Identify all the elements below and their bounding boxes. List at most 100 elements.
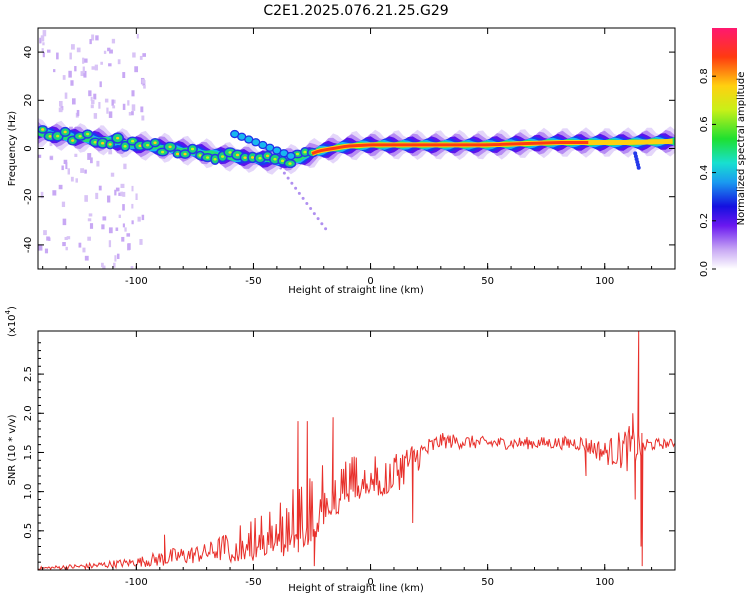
- spectrogram-blob-core: [63, 130, 67, 134]
- spectrogram-noise-speck: [61, 165, 64, 171]
- spectrogram-noise-speck: [107, 47, 111, 52]
- spectrogram-plot-area: [38, 30, 675, 269]
- spectrogram-noise-speck: [140, 106, 144, 113]
- spectrogram-blob-core: [258, 156, 262, 160]
- spectrogram-noise-speck: [53, 69, 56, 73]
- spectrogram-y-axis-label: Frequency (Hz): [7, 111, 18, 187]
- spectrogram-tail-dot: [312, 212, 316, 216]
- spectrogram-noise-speck: [137, 216, 141, 222]
- spectrogram-noise-speck: [87, 218, 92, 222]
- spectrogram-noise-speck: [131, 111, 134, 116]
- spectrogram-x-axis-label: Height of straight line (km): [288, 285, 424, 296]
- spectrogram-noise-speck: [70, 80, 74, 86]
- snr-y-tick-label: 1.0: [23, 484, 34, 500]
- spectrogram-blob-core: [288, 162, 292, 165]
- spectrogram-noise-speck: [49, 142, 53, 147]
- spectrogram-noise-speck: [102, 216, 107, 221]
- spectrogram-noise-speck: [139, 239, 143, 245]
- spectrogram-noise-speck: [141, 79, 145, 84]
- spectrogram-noise-speck: [106, 107, 109, 114]
- spectrogram-noise-speck: [78, 242, 82, 248]
- spectrogram-noise-speck: [100, 61, 103, 65]
- spectrogram-noise-speck: [46, 236, 50, 241]
- spectrogram-noise-speck: [101, 262, 104, 268]
- spectrogram-noise-speck: [91, 66, 95, 70]
- colorbar-tick-label: 0.0: [699, 261, 710, 277]
- snr-y-tick-label: 2.0: [23, 405, 34, 421]
- spectrogram-noise-speck: [112, 99, 116, 104]
- spectrogram-blob-core: [71, 139, 75, 142]
- spectrogram-noise-speck: [69, 52, 72, 60]
- snr-y-tick-label: 1.5: [23, 445, 34, 461]
- spectrogram-noise-speck: [42, 42, 45, 46]
- spectrogram-noise-speck: [82, 66, 85, 74]
- colorbar-tick-label: 0.4: [699, 165, 710, 181]
- spectrogram-noise-speck: [40, 35, 45, 42]
- spectrogram-noise-speck: [94, 64, 98, 71]
- spectrogram-y-tick-label: 40: [23, 46, 34, 59]
- spectrogram-noise-speck: [95, 35, 99, 41]
- spectrogram-noise-speck: [87, 153, 92, 160]
- spectrogram-blob-core: [235, 153, 240, 157]
- spectrogram-noise-speck: [88, 90, 92, 97]
- spectrogram-x-tick-label: -50: [245, 276, 261, 287]
- colorbar-label: Normalized spectral amplitude: [736, 72, 747, 226]
- spectrogram-noise-speck: [108, 111, 113, 118]
- spectrogram-tail-dot: [286, 176, 290, 180]
- snr-plot-area: [38, 331, 675, 570]
- spectrogram-noise-speck: [112, 105, 116, 109]
- spectrogram-tail-dot: [309, 207, 313, 211]
- spectrogram-tail-dot: [324, 227, 328, 231]
- spectrogram-noise-speck: [111, 38, 116, 44]
- spectrogram-noise-speck: [68, 70, 72, 78]
- spectrogram-noise-speck: [127, 100, 130, 106]
- snr-x-tick-label: 100: [595, 577, 614, 588]
- spectrogram-blob-core: [213, 157, 217, 161]
- spectrogram-tail-dot: [301, 196, 305, 200]
- spectrogram-blob-core: [228, 151, 232, 154]
- spectrogram-noise-speck: [109, 49, 113, 54]
- spectrogram-noise-speck: [107, 195, 111, 203]
- spectrogram-blob-core: [303, 150, 307, 154]
- spectrogram-noise-speck: [62, 75, 66, 80]
- spectrogram-noise-speck: [90, 104, 94, 109]
- spectrogram-noise-speck: [70, 176, 74, 182]
- spectrogram-blob-core: [198, 154, 202, 157]
- spectrogram-noise-speck: [124, 227, 127, 232]
- spectrogram-noise-speck: [89, 223, 94, 229]
- spectrogram-noise-speck: [121, 236, 125, 242]
- spectrogram-noise-speck: [70, 44, 75, 50]
- spectrogram-noise-speck: [58, 107, 63, 113]
- spectrogram-noise-speck: [38, 154, 42, 158]
- figure-title: C2E1.2025.076.21.25.G29: [263, 3, 448, 19]
- spectrogram-noise-speck: [83, 58, 88, 63]
- spectrogram-noise-speck: [66, 236, 71, 240]
- spectrogram-noise-speck: [108, 63, 112, 67]
- spectrogram-tail-dot: [290, 181, 294, 185]
- spectrogram-noise-speck: [131, 90, 135, 97]
- spectrogram-noise-speck: [98, 101, 101, 109]
- spectrogram-blob-core: [116, 136, 120, 140]
- spectrogram-noise-speck: [69, 126, 73, 131]
- snr-y-axis-label: SNR (10 * v/v): [7, 414, 18, 485]
- spectrogram-noise-speck: [71, 98, 76, 105]
- snr-y-scale-base: (x10: [7, 314, 18, 337]
- spectrogram-noise-speck: [136, 33, 139, 39]
- spectrogram-noise-speck: [64, 236, 68, 240]
- spectrogram-noise-speck: [122, 223, 125, 228]
- spectrogram-noise-speck: [143, 84, 146, 89]
- spectrogram-blob-core: [243, 156, 247, 159]
- spectrogram-x-tick-label: 100: [595, 276, 614, 287]
- spectrogram-noise-speck: [44, 248, 49, 254]
- spectrogram-noise-speck: [108, 227, 113, 234]
- colorbar: 0.0 0.2 0.4 0.6 0.8 Normalized spectral ampl…: [699, 28, 747, 277]
- spectrogram-noise-speck: [120, 191, 123, 197]
- spectrogram-noise-speck: [76, 109, 80, 116]
- snr-x-tick-label: 50: [481, 577, 494, 588]
- spectrogram-x-tick-label: 50: [481, 276, 494, 287]
- spectrogram-noise-speck: [122, 191, 126, 197]
- spectrogram-panel: -100 -50 0 50 100 -40 -20 0 20 40 Height of strai…: [7, 27, 676, 296]
- spectrogram-blob-core: [108, 143, 112, 146]
